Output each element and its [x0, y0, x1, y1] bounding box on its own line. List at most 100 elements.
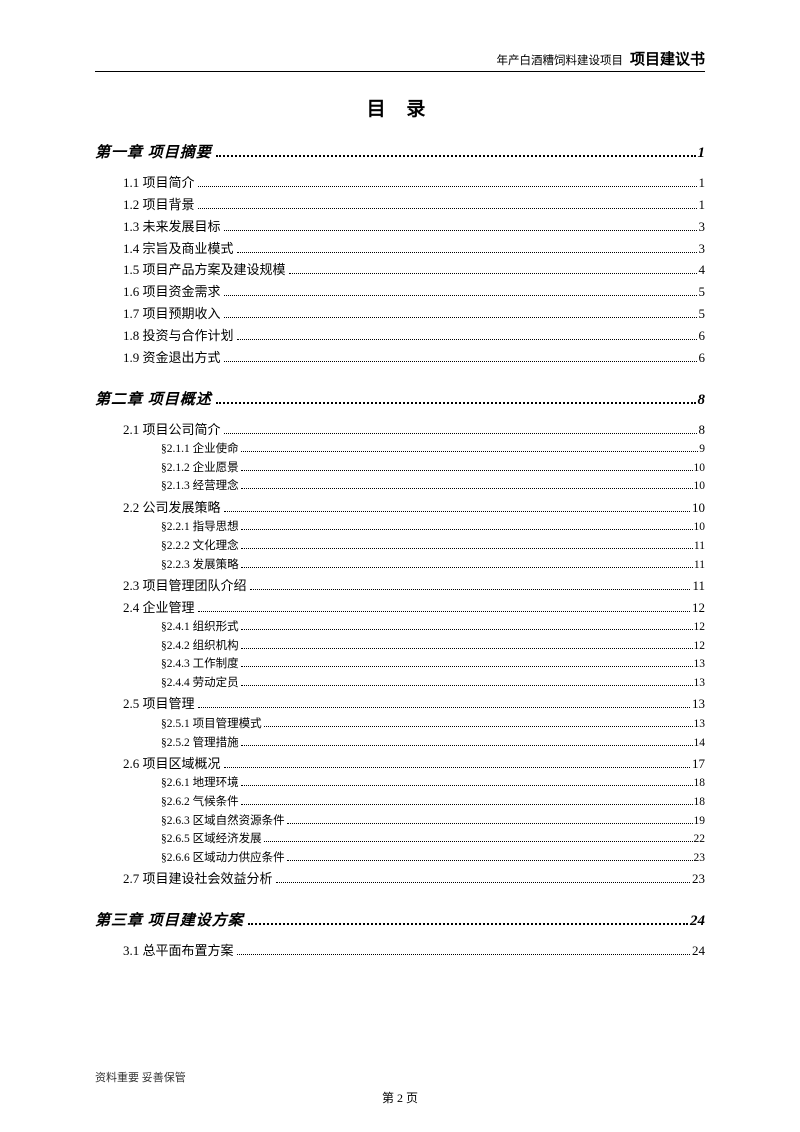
toc-subsection: §2.6.5 区域经济发展22 — [161, 831, 705, 848]
toc-leader-dots — [241, 666, 693, 667]
toc-entry-page: 19 — [694, 813, 706, 830]
toc-entry-page: 6 — [699, 349, 706, 368]
toc-leader-dots — [216, 155, 696, 157]
toc-entry-page: 1 — [698, 145, 706, 162]
toc-entry-label: 2.6 项目区域概况 — [123, 755, 221, 774]
toc-section: 1.2 项目背景1 — [123, 196, 705, 215]
toc-entry-page: 8 — [698, 392, 706, 409]
toc-entry-label: §2.4.4 劳动定员 — [161, 675, 239, 692]
toc-leader-dots — [198, 208, 697, 209]
toc-leader-dots — [237, 954, 690, 955]
toc-entry-page: 24 — [692, 942, 705, 961]
toc-section: 1.5 项目产品方案及建设规模4 — [123, 261, 705, 280]
toc-entry-page: 8 — [699, 421, 706, 440]
header-title: 项目建议书 — [630, 52, 705, 68]
toc-leader-dots — [198, 707, 690, 708]
toc-entry-page: 11 — [694, 538, 705, 555]
toc-subsection: §2.5.2 管理措施 14 — [161, 735, 705, 752]
toc-title: 目 录 — [95, 94, 705, 121]
toc-entry-label: §2.4.2 组织机构 — [161, 638, 239, 655]
toc-leader-dots — [248, 923, 688, 925]
toc-subsection: §2.1.2 企业愿景10 — [161, 460, 705, 477]
toc-entry-page: 11 — [694, 557, 705, 574]
toc-section: 1.9 资金退出方式 6 — [123, 349, 705, 368]
toc-entry-label: §2.4.1 组织形式 — [161, 619, 239, 636]
toc-subsection: §2.1.1 企业使命9 — [161, 441, 705, 458]
toc-leader-dots — [276, 882, 690, 883]
toc-entry-page: 10 — [694, 478, 706, 495]
toc-leader-dots — [287, 860, 693, 861]
toc-entry-label: 2.2 公司发展策略 — [123, 499, 221, 518]
toc-section: 1.6 项目资金需求5 — [123, 283, 705, 302]
toc-entry-page: 18 — [694, 775, 706, 792]
toc-entry-label: 1.1 项目简介 — [123, 174, 195, 193]
toc-entry-label: 1.2 项目背景 — [123, 196, 195, 215]
header-prefix: 年产白酒糟饲料建设项目 — [496, 55, 623, 67]
toc-entry-page: 3 — [699, 218, 706, 237]
toc-entry-label: 1.4 宗旨及商业模式 — [123, 240, 234, 259]
document-page: 年产白酒糟饲料建设项目 项目建议书 目 录 第一章 项目摘要11.1 项目简介1… — [0, 0, 800, 1001]
toc-chapter: 第二章 项目概述8 — [95, 388, 705, 409]
toc-subsection: §2.4.3 工作制度13 — [161, 656, 705, 673]
toc-entry-label: §2.6.2 气候条件 — [161, 794, 239, 811]
toc-leader-dots — [250, 589, 691, 590]
toc-leader-dots — [241, 745, 693, 746]
toc-section: 2.6 项目区域概况 17 — [123, 755, 705, 774]
toc-leader-dots — [224, 295, 697, 296]
toc-entry-page: 3 — [699, 240, 706, 259]
toc-entry-label: 2.7 项目建设社会效益分析 — [123, 870, 273, 889]
toc-entry-label: §2.5.2 管理措施 — [161, 735, 239, 752]
toc-leader-dots — [241, 685, 693, 686]
page-header: 年产白酒糟饲料建设项目 项目建议书 — [95, 48, 705, 72]
toc-entry-page: 12 — [694, 619, 706, 636]
toc-leader-dots — [241, 567, 693, 568]
toc-entry-label: 1.7 项目预期收入 — [123, 305, 221, 324]
toc-entry-page: 13 — [692, 695, 705, 714]
toc-leader-dots — [224, 317, 697, 318]
toc-entry-page: 17 — [692, 755, 705, 774]
toc-section: 2.3 项目管理团队介绍11 — [123, 577, 705, 596]
toc-entry-page: 5 — [699, 305, 706, 324]
toc-entry-page: 18 — [694, 794, 706, 811]
toc-entry-page: 6 — [699, 327, 706, 346]
toc-entry-label: 1.6 项目资金需求 — [123, 283, 221, 302]
toc-entry-page: 13 — [694, 656, 706, 673]
toc-entry-label: 1.8 投资与合作计划 — [123, 327, 234, 346]
toc-entry-label: 2.4 企业管理 — [123, 599, 195, 618]
toc-subsection: §2.4.4 劳动定员13 — [161, 675, 705, 692]
toc-subsection: §2.6.3 区域自然资源条件19 — [161, 813, 705, 830]
toc-leader-dots — [241, 529, 693, 530]
toc-entry-page: 24 — [690, 913, 705, 930]
toc-section: 2.4 企业管理 12 — [123, 599, 705, 618]
toc-entry-label: §2.1.3 经营理念 — [161, 478, 239, 495]
toc-entry-label: 第三章 项目建设方案 — [95, 909, 244, 930]
toc-entry-page: 12 — [692, 599, 705, 618]
toc-entry-page: 11 — [692, 577, 705, 596]
toc-entry-label: §2.6.1 地理环境 — [161, 775, 239, 792]
toc-leader-dots — [241, 470, 693, 471]
toc-leader-dots — [287, 823, 693, 824]
toc-entry-page: 14 — [694, 735, 706, 752]
toc-leader-dots — [216, 402, 696, 404]
toc-entry-page: 1 — [699, 174, 706, 193]
toc-leader-dots — [198, 186, 697, 187]
toc-section: 1.8 投资与合作计划 6 — [123, 327, 705, 346]
toc-leader-dots — [241, 488, 693, 489]
toc-entry-label: 1.3 未来发展目标 — [123, 218, 221, 237]
toc-leader-dots — [241, 548, 693, 549]
toc-entry-label: §2.6.5 区域经济发展 — [161, 831, 262, 848]
toc-entry-page: 12 — [694, 638, 706, 655]
toc-body: 第一章 项目摘要11.1 项目简介11.2 项目背景11.3 未来发展目标31.… — [95, 141, 705, 961]
toc-subsection: §2.1.3 经营理念 10 — [161, 478, 705, 495]
toc-leader-dots — [224, 433, 697, 434]
toc-entry-page: 10 — [692, 499, 705, 518]
toc-entry-page: 23 — [692, 870, 705, 889]
toc-section: 1.7 项目预期收入 5 — [123, 305, 705, 324]
toc-leader-dots — [264, 841, 693, 842]
toc-subsection: §2.6.2 气候条件 18 — [161, 794, 705, 811]
toc-entry-label: §2.1.2 企业愿景 — [161, 460, 239, 477]
toc-entry-page: 10 — [694, 519, 706, 536]
toc-section: 3.1 总平面布置方案24 — [123, 942, 705, 961]
toc-entry-label: 1.9 资金退出方式 — [123, 349, 221, 368]
toc-entry-label: §2.2.1 指导思想 — [161, 519, 239, 536]
